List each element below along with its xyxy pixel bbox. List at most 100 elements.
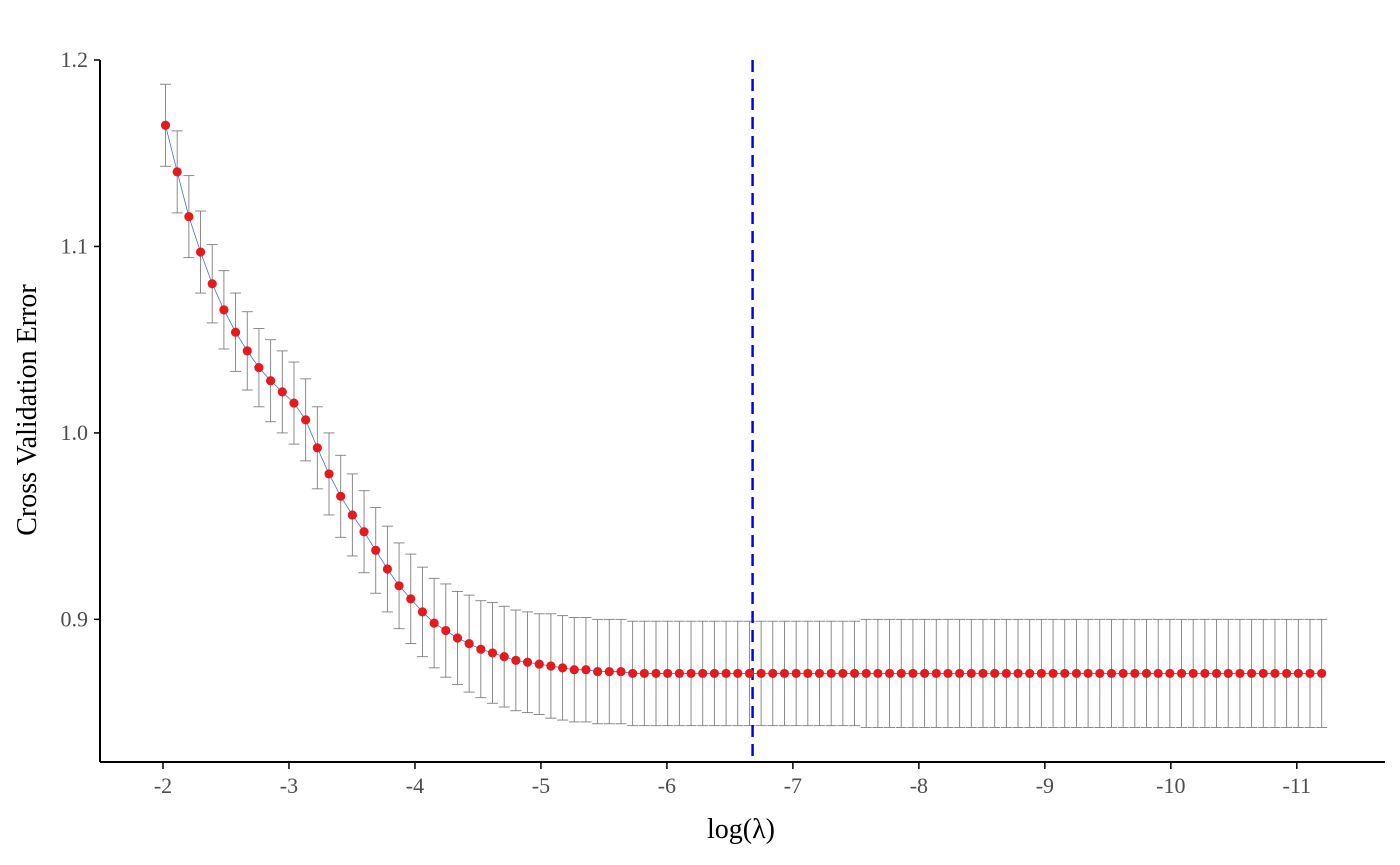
y-axis-title: Cross Validation Error: [12, 284, 43, 536]
cv-error-point: [1317, 668, 1327, 679]
cv-error-point: [429, 618, 439, 628]
cv-error-point: [733, 668, 743, 679]
cv-error-point: [1282, 668, 1292, 679]
cv-error-point: [207, 279, 217, 289]
cv-error-point: [920, 668, 930, 679]
cv-error-point: [1211, 668, 1222, 679]
x-axis-ticks: -2 -3 -4 -5 -6 -7 -8 -9 -10 -11: [154, 762, 1311, 798]
cv-error-point: [814, 668, 825, 679]
cv-error-point: [1118, 668, 1128, 679]
y-tick-label: 1.0: [61, 420, 89, 445]
cv-error-point: [230, 327, 241, 337]
cv-error-point: [324, 469, 334, 479]
cv-error-point: [184, 212, 194, 222]
cv-error-point: [1235, 668, 1245, 679]
cv-error-point: [1013, 668, 1023, 679]
cv-error-point: [908, 668, 918, 679]
cv-error-point: [803, 668, 813, 679]
cv-error-point: [1153, 668, 1163, 679]
cv-error-point: [452, 633, 463, 643]
cv-error-point: [955, 668, 965, 679]
cv-error-point: [160, 120, 171, 130]
cv-error-point: [534, 659, 544, 669]
cv-error-point: [1025, 668, 1035, 679]
x-tick-label: -6: [658, 773, 676, 798]
cv-error-point: [1095, 668, 1105, 679]
cv-error-point: [301, 415, 311, 425]
cv-error-point: [546, 661, 556, 671]
cv-error-point: [277, 387, 287, 397]
cv-error-point: [1246, 668, 1257, 679]
cv-error-point: [990, 668, 1000, 679]
cv-error-point: [698, 668, 708, 679]
cv-error-point: [522, 657, 533, 667]
cv-error-point: [1130, 668, 1140, 679]
cv-error-point: [1106, 668, 1117, 679]
cv-error-point: [406, 594, 416, 604]
cv-error-point: [768, 668, 778, 679]
cv-error-point: [312, 443, 322, 453]
cv-error-point: [289, 398, 299, 408]
cv-error-point: [254, 363, 264, 373]
y-tick-label: 0.9: [61, 606, 89, 631]
cv-error-point: [242, 346, 252, 356]
cv-error-point: [651, 668, 661, 679]
cv-error-point: [417, 607, 428, 617]
cv-error-point: [721, 668, 731, 679]
cv-error-point: [476, 644, 486, 654]
cv-error-point: [511, 655, 521, 665]
cv-error-point: [172, 167, 182, 177]
cv-error-point: [499, 652, 509, 662]
x-tick-label: -3: [280, 773, 298, 798]
cv-error-point: [838, 668, 848, 679]
y-tick-label: 1.1: [61, 233, 89, 258]
cv-error-point: [931, 668, 941, 679]
x-tick-label: -7: [784, 773, 802, 798]
x-tick-label: -8: [910, 773, 928, 798]
cv-error-point: [1270, 668, 1280, 679]
cv-error-point: [371, 545, 381, 555]
cv-error-point: [1258, 668, 1268, 679]
cv-error-point: [336, 491, 346, 501]
cv-error-point: [441, 625, 451, 636]
x-tick-label: -4: [406, 773, 424, 798]
cv-error-point: [557, 663, 568, 673]
cv-error-point: [1188, 668, 1198, 679]
x-tick-label: -5: [532, 773, 550, 798]
x-tick-label: -2: [154, 773, 172, 798]
cv-error-point: [487, 648, 498, 658]
cv-error-point: [756, 668, 766, 679]
cv-error-point: [744, 668, 755, 679]
cv-error-point: [1001, 668, 1011, 679]
cv-error-point: [195, 247, 206, 257]
cv-error-point: [1141, 668, 1152, 679]
cv-error-point: [1165, 668, 1175, 679]
cv-error-point: [896, 668, 906, 679]
y-axis-ticks: 0.9 1.0 1.1 1.2: [61, 47, 100, 631]
cv-error-point: [674, 668, 684, 679]
cv-error-point: [1305, 668, 1315, 679]
cv-error-point: [1083, 668, 1093, 679]
cv-error-point: [861, 668, 871, 679]
cv-error-point: [1223, 668, 1233, 679]
cv-error-point: [628, 668, 638, 679]
cv-error-point: [709, 668, 719, 679]
cv-error-point: [639, 668, 649, 679]
cv-error-point: [1048, 668, 1058, 679]
cv-error-point: [686, 668, 696, 679]
cv-error-point: [593, 666, 603, 677]
cv-error-points: [160, 120, 1327, 679]
error-bars: [160, 83, 1328, 728]
cv-error-point: [1200, 668, 1210, 679]
cv-error-point: [849, 668, 860, 679]
cv-error-point: [826, 668, 836, 679]
cv-error-point: [873, 668, 883, 679]
x-tick-label: -10: [1156, 773, 1185, 798]
x-axis-title: log(λ): [707, 814, 775, 845]
y-tick-label: 1.2: [61, 47, 89, 72]
cv-error-point: [604, 666, 614, 677]
cv-error-point: [394, 581, 404, 591]
x-tick-label: -9: [1036, 773, 1054, 798]
cv-error-point: [966, 668, 976, 679]
